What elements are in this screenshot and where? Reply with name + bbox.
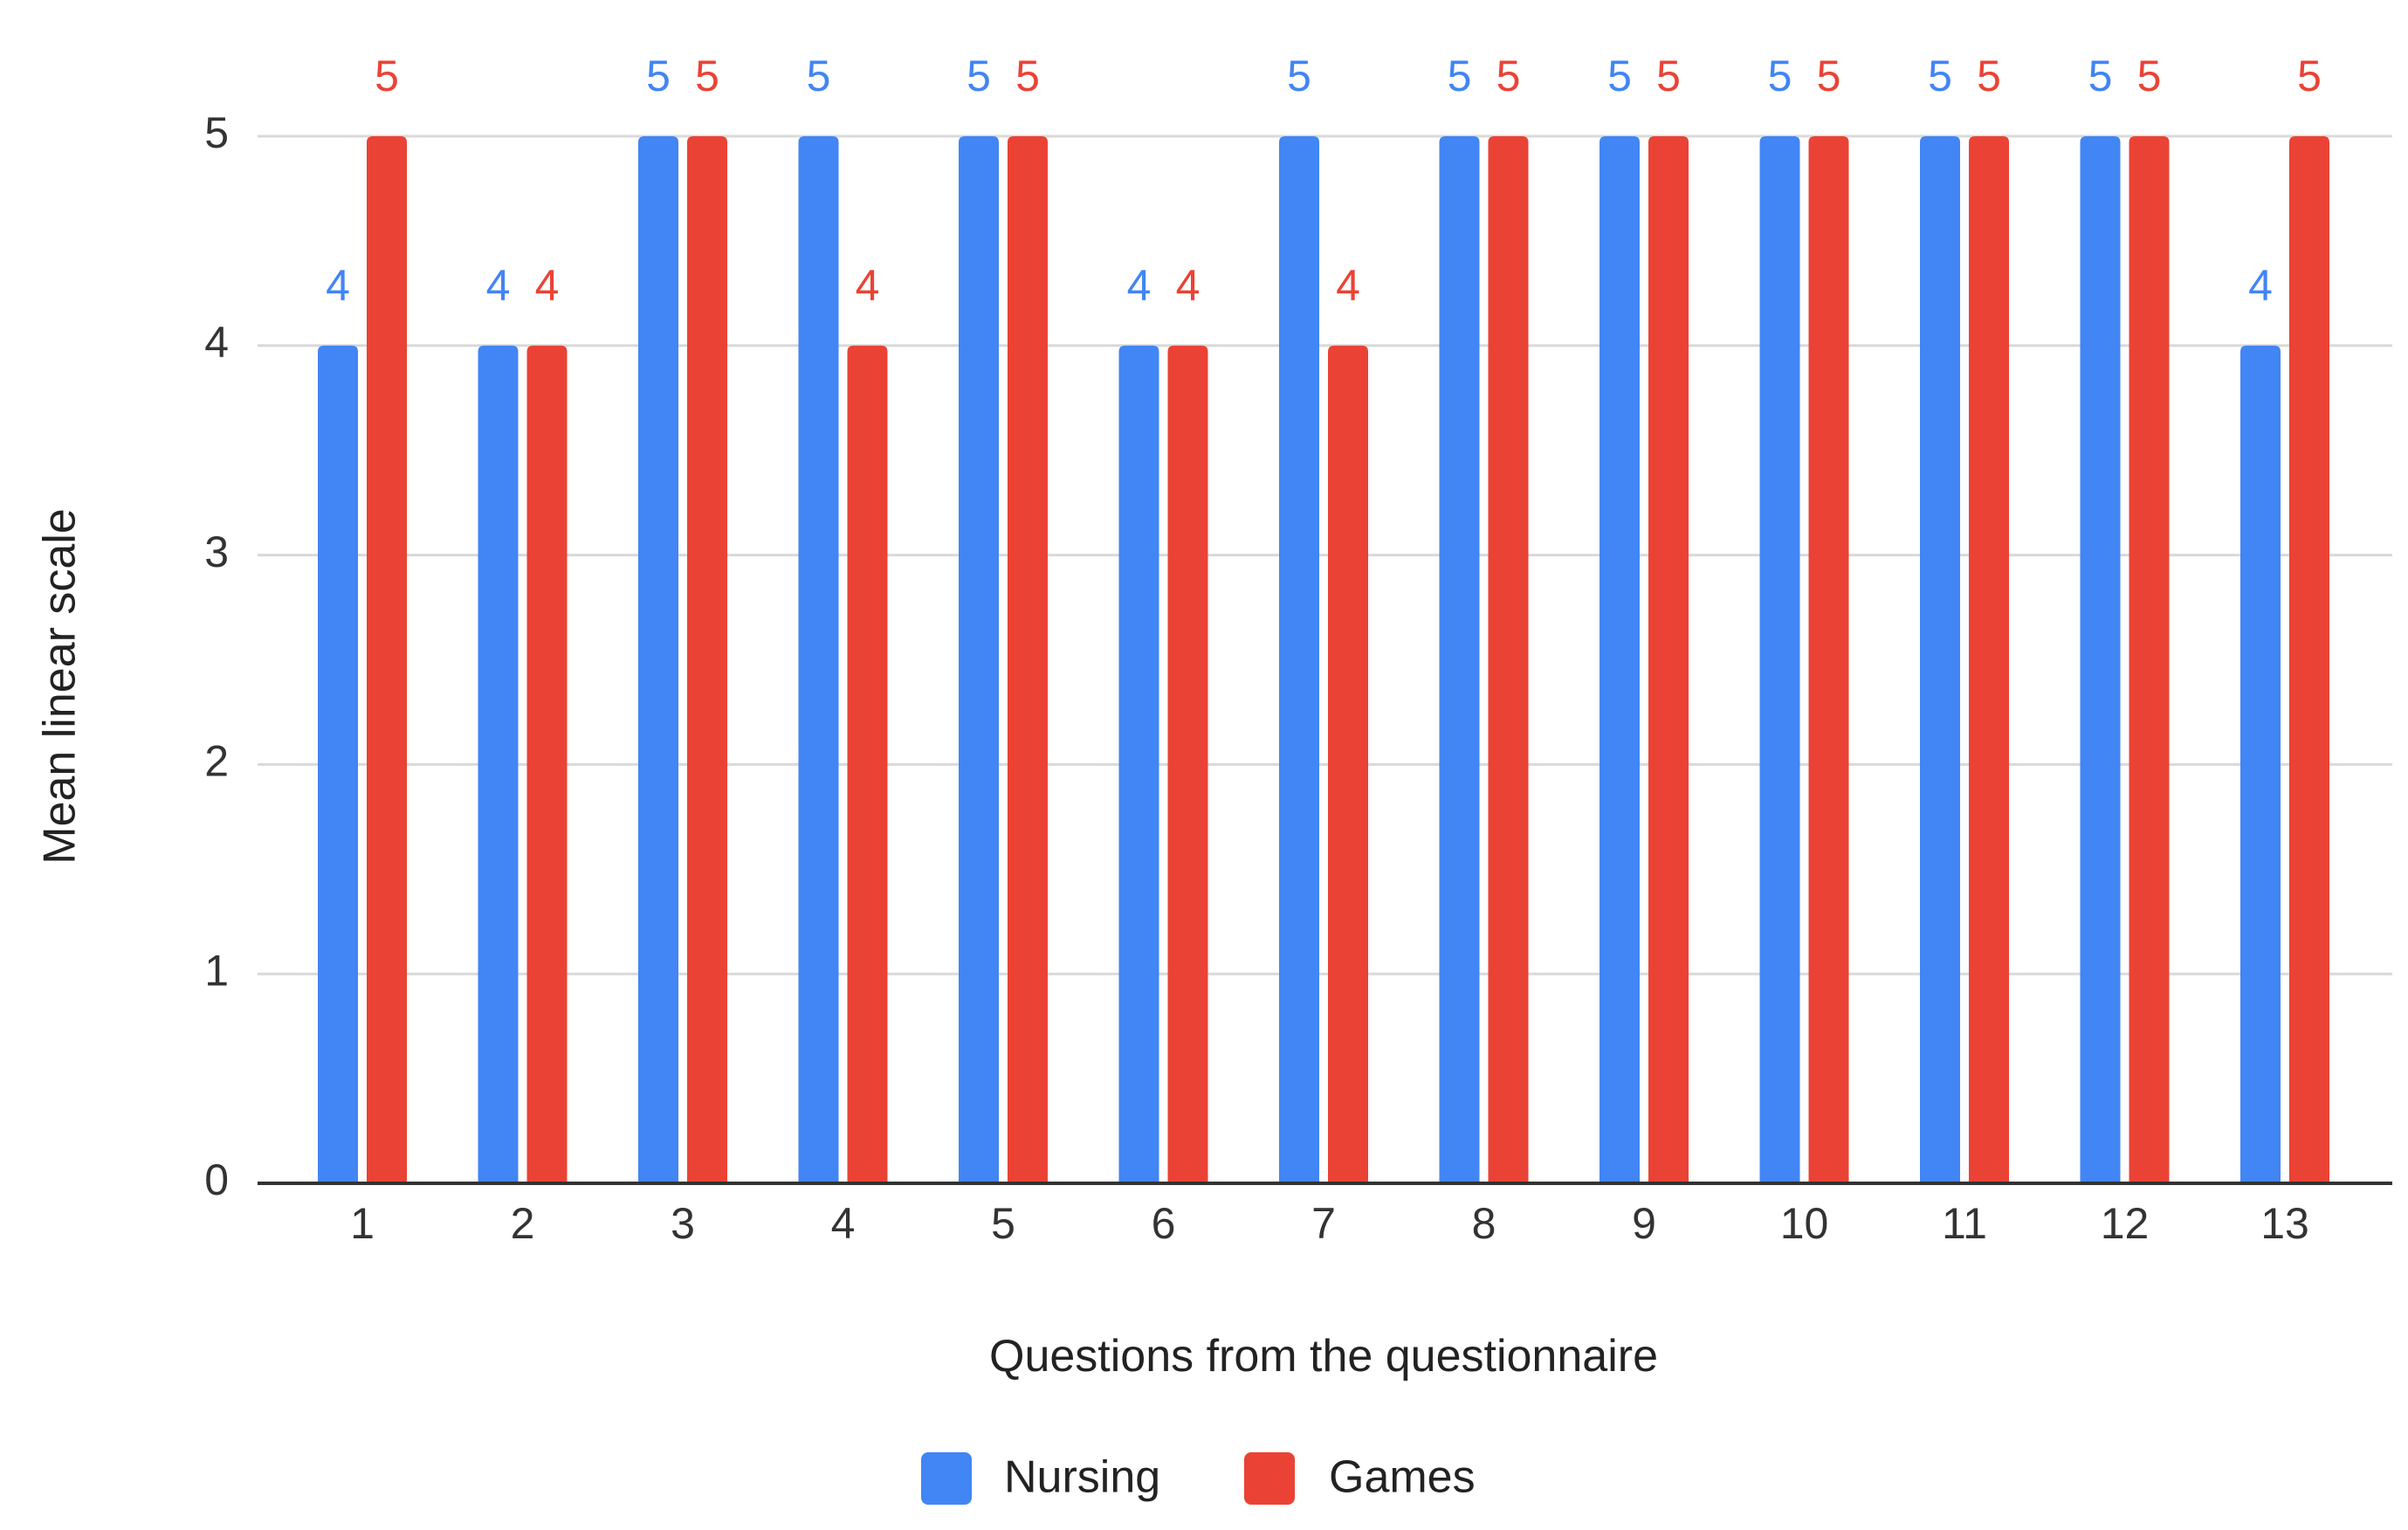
x-tick-label: 5	[991, 1199, 1015, 1248]
bar-games	[1328, 345, 1368, 1183]
y-tick-label: 2	[204, 737, 229, 786]
data-label: 4	[535, 261, 560, 310]
x-tick-label: 1	[350, 1199, 375, 1248]
data-label: 5	[375, 52, 399, 100]
bar-games	[847, 345, 888, 1183]
bar-nursing	[2080, 136, 2121, 1183]
bar-games	[1808, 136, 1849, 1183]
bar-nursing	[1279, 136, 1319, 1183]
bar-games	[687, 136, 727, 1183]
bar-nursing	[1439, 136, 1480, 1183]
bar-games	[367, 136, 407, 1183]
bar-games	[526, 345, 568, 1183]
data-label: 4	[326, 261, 350, 310]
bar-games	[2289, 136, 2329, 1183]
bar-games	[1969, 136, 2009, 1183]
y-axis-title: Mean linear scale	[35, 508, 86, 865]
data-label: 5	[1448, 52, 1472, 100]
bar-nursing	[1600, 136, 1640, 1183]
bar-nursing	[318, 345, 358, 1183]
y-tick-label: 1	[204, 946, 229, 995]
legend-swatch-nursing	[921, 1452, 972, 1505]
data-label: 5	[1928, 52, 1952, 100]
data-label: 5	[1496, 52, 1521, 100]
x-tick-label: 10	[1780, 1199, 1829, 1248]
data-label: 5	[646, 52, 671, 100]
x-tick-label: 6	[1152, 1199, 1176, 1248]
y-tick-label: 5	[204, 108, 229, 157]
data-label: 5	[967, 52, 991, 100]
data-label: 5	[1015, 52, 1040, 100]
y-tick-label: 4	[204, 318, 229, 367]
data-label: 5	[1768, 52, 1792, 100]
bar-games	[1648, 136, 1689, 1183]
data-label: 5	[1607, 52, 1632, 100]
legend-swatch-games	[1244, 1452, 1295, 1505]
data-label: 4	[1336, 261, 1360, 310]
data-label: 5	[1656, 52, 1681, 100]
x-tick-label: 8	[1472, 1199, 1496, 1248]
data-label: 5	[1287, 52, 1311, 100]
x-tick-label: 12	[2101, 1199, 2150, 1248]
x-tick-label: 4	[831, 1199, 856, 1248]
x-tick-label: 2	[511, 1199, 535, 1248]
x-tick-label: 9	[1632, 1199, 1656, 1248]
legend-label-games: Games	[1329, 1452, 1476, 1503]
data-label: 4	[1127, 261, 1152, 310]
data-label: 4	[486, 261, 511, 310]
bar-nursing	[2240, 345, 2281, 1183]
data-label: 4	[2248, 261, 2273, 310]
bar-nursing	[959, 136, 999, 1183]
x-axis-title: Questions from the questionnaire	[989, 1331, 1658, 1382]
x-tick-label: 7	[1311, 1199, 1336, 1248]
data-label: 5	[695, 52, 719, 100]
legend-label-nursing: Nursing	[1004, 1452, 1160, 1503]
data-label: 5	[2088, 52, 2113, 100]
x-tick-label: 11	[1942, 1199, 1987, 1248]
data-label: 5	[1817, 52, 1841, 100]
x-tick-label: 3	[671, 1199, 695, 1248]
data-label: 4	[856, 261, 880, 310]
bar-games	[1167, 345, 1208, 1183]
y-tick-label: 0	[204, 1155, 229, 1204]
bar-nursing	[1920, 136, 1960, 1183]
bar-nursing	[798, 136, 839, 1183]
y-tick-label: 3	[204, 527, 229, 576]
legend: Nursing Games	[921, 1452, 1476, 1505]
data-label: 5	[1977, 52, 2001, 100]
bar-nursing	[1759, 136, 1800, 1183]
data-label: 5	[2137, 52, 2162, 100]
bar-games	[1488, 136, 1529, 1183]
bar-nursing	[638, 136, 678, 1183]
bar-nursing	[1118, 345, 1159, 1183]
bar-games	[1008, 136, 1048, 1183]
data-label: 5	[807, 52, 831, 100]
x-tick-label: 13	[2260, 1199, 2309, 1248]
bars	[318, 136, 2329, 1183]
data-label: 4	[1176, 261, 1201, 310]
gridlines	[258, 134, 2392, 975]
bar-games	[2129, 136, 2170, 1183]
bar-nursing	[478, 345, 519, 1183]
data-label: 5	[2297, 52, 2322, 100]
